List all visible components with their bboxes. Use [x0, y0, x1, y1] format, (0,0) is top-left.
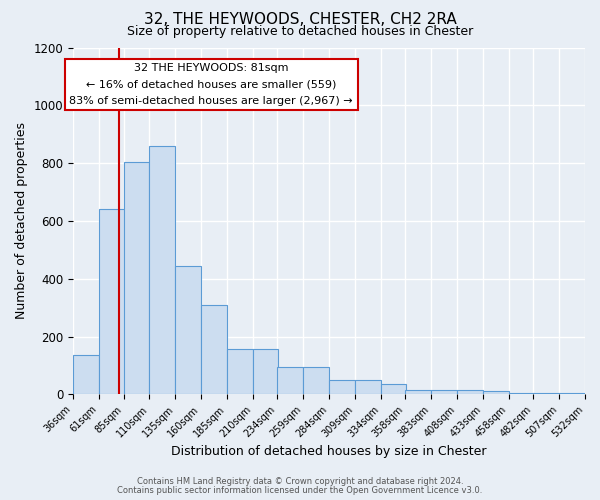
Bar: [406, 390, 431, 394]
Bar: [380, 384, 406, 394]
Bar: [73, 356, 99, 395]
Text: Size of property relative to detached houses in Chester: Size of property relative to detached ho…: [127, 25, 473, 38]
Bar: [457, 390, 483, 394]
Text: Contains HM Land Registry data © Crown copyright and database right 2024.: Contains HM Land Registry data © Crown c…: [137, 477, 463, 486]
Bar: [483, 392, 509, 394]
Bar: [99, 210, 125, 394]
Bar: [227, 348, 253, 395]
Y-axis label: Number of detached properties: Number of detached properties: [15, 122, 28, 320]
Bar: [355, 380, 380, 394]
Bar: [253, 348, 278, 395]
Text: 32, THE HEYWOODS, CHESTER, CH2 2RA: 32, THE HEYWOODS, CHESTER, CH2 2RA: [143, 12, 457, 28]
Bar: [303, 367, 329, 394]
Bar: [431, 390, 457, 394]
Bar: [277, 367, 303, 394]
Text: Contains public sector information licensed under the Open Government Licence v3: Contains public sector information licen…: [118, 486, 482, 495]
Bar: [175, 266, 201, 394]
Bar: [201, 304, 227, 394]
X-axis label: Distribution of detached houses by size in Chester: Distribution of detached houses by size …: [171, 444, 487, 458]
Text: 32 THE HEYWOODS: 81sqm
← 16% of detached houses are smaller (559)
83% of semi-de: 32 THE HEYWOODS: 81sqm ← 16% of detached…: [70, 63, 353, 106]
Bar: [509, 393, 535, 394]
Bar: [124, 162, 149, 394]
Bar: [533, 393, 559, 394]
Bar: [559, 393, 585, 394]
Bar: [329, 380, 355, 394]
Bar: [149, 146, 175, 394]
